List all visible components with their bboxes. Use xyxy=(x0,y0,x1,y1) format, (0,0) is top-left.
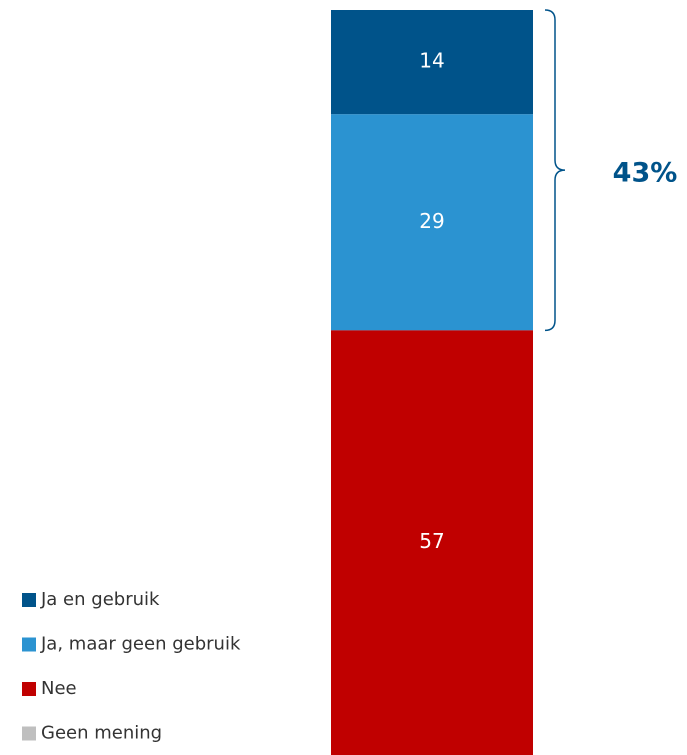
bar-segment xyxy=(331,114,533,331)
legend-label: Ja en gebruik xyxy=(40,589,160,610)
data-label: 14 xyxy=(419,49,444,73)
data-label: 57 xyxy=(419,529,444,553)
bar-segment xyxy=(331,10,533,115)
legend-label: Ja, maar geen gebruik xyxy=(40,634,241,655)
bar-segment xyxy=(331,330,533,755)
legend-label: Geen mening xyxy=(41,723,162,744)
legend-swatch xyxy=(22,637,36,652)
legend-label: Nee xyxy=(41,678,77,699)
legend-swatch xyxy=(22,726,36,741)
bracket xyxy=(544,9,566,332)
annotation: 43% xyxy=(613,158,678,189)
legend-swatch xyxy=(22,593,36,607)
data-label: 29 xyxy=(419,209,444,233)
legend-swatch xyxy=(22,682,36,696)
